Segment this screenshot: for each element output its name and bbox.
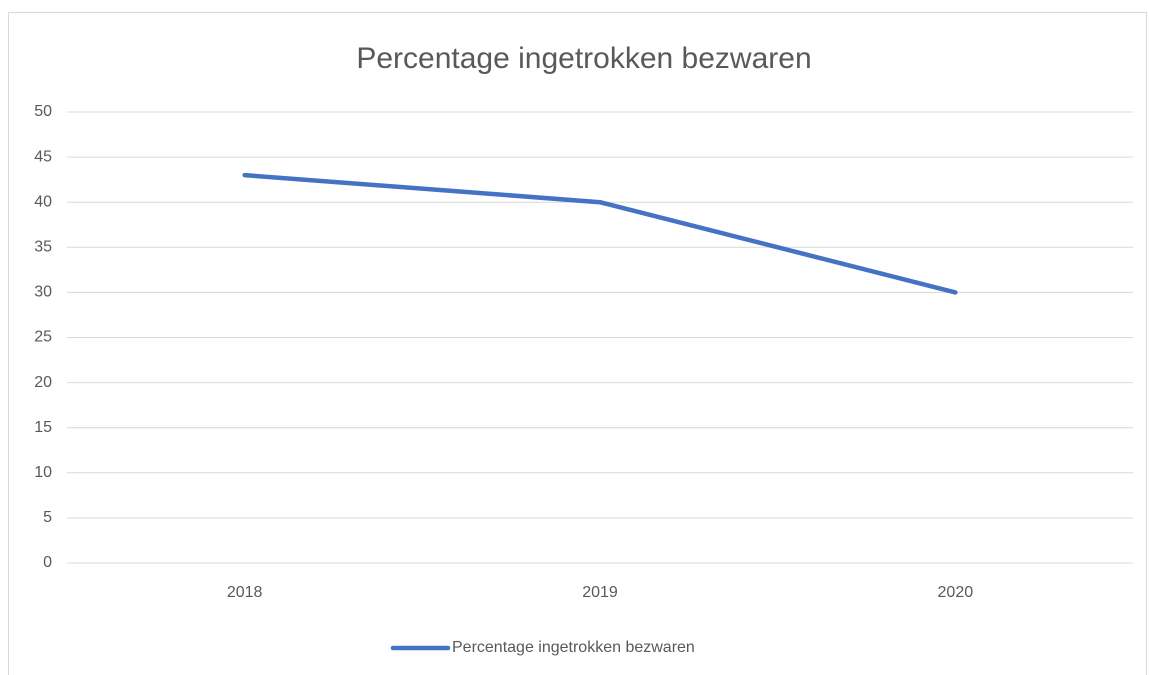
y-tick-label: 35 (34, 239, 52, 256)
y-tick-label: 15 (34, 419, 52, 436)
x-tick-label: 2018 (227, 584, 263, 601)
y-tick-label: 0 (43, 554, 52, 571)
y-tick-label: 25 (34, 329, 52, 346)
y-tick-label: 40 (34, 193, 52, 210)
chart-title: Percentage ingetrokken bezwaren (356, 42, 811, 75)
chart-frame (8, 12, 1147, 675)
legend-label: Percentage ingetrokken bezwaren (452, 639, 695, 656)
x-tick-label: 2020 (938, 584, 974, 601)
y-tick-label: 20 (34, 374, 52, 391)
y-tick-label: 5 (43, 509, 52, 526)
y-tick-label: 45 (34, 148, 52, 165)
data-line (242, 172, 958, 295)
y-tick-label: 30 (34, 284, 52, 301)
y-tick-label: 10 (34, 464, 52, 481)
x-tick-label: 2019 (582, 584, 618, 601)
y-tick-label: 50 (34, 103, 52, 120)
